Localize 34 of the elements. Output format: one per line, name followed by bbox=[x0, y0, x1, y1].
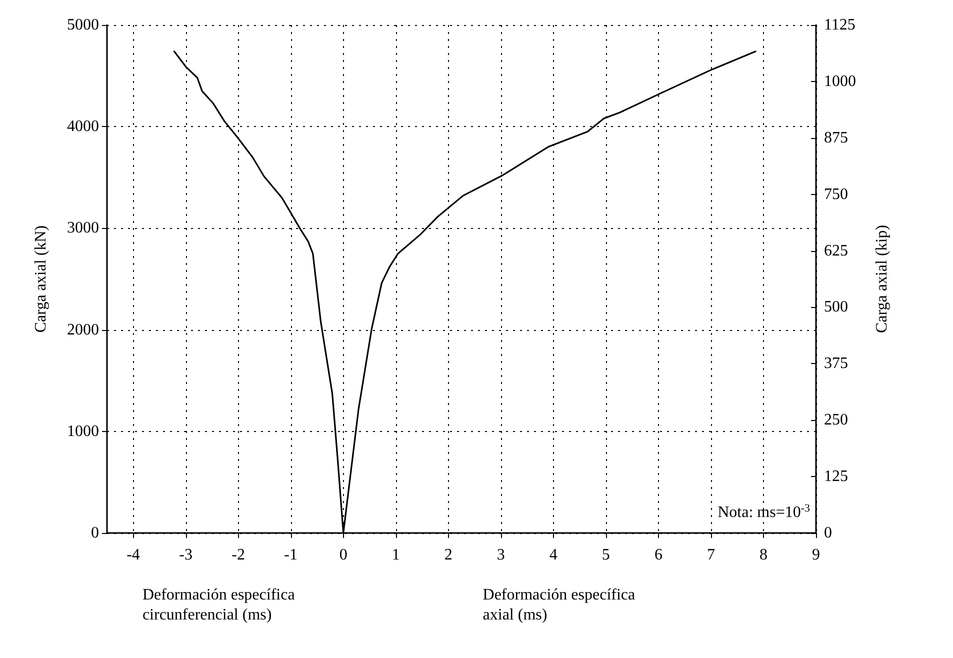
x-tick-label: 6 bbox=[654, 546, 662, 564]
y2-tick-label: 750 bbox=[824, 186, 848, 203]
x-tick-label: -3 bbox=[179, 546, 192, 564]
x-tick-label: 2 bbox=[444, 546, 452, 564]
y2-tick-label: 500 bbox=[824, 298, 848, 316]
x-tick-label: 9 bbox=[812, 546, 820, 564]
y-tick-label: 1000 bbox=[67, 422, 99, 440]
x-tick-label: 1 bbox=[392, 546, 400, 564]
y2-tick-label: 375 bbox=[824, 355, 848, 372]
y2-tick-label: 875 bbox=[824, 129, 848, 146]
x-tick-label: 0 bbox=[339, 546, 348, 564]
y2-tick-label: 125 bbox=[824, 468, 848, 486]
y-axis-title: Carga axial (kN) bbox=[32, 225, 50, 333]
y-tick-label: 4000 bbox=[67, 118, 99, 136]
y2-tick-label: 0 bbox=[824, 524, 832, 542]
y2-tick-label: 250 bbox=[824, 412, 848, 429]
x-tick-label: -2 bbox=[232, 546, 245, 564]
y-tick-label: 2000 bbox=[67, 321, 99, 338]
x-tick-label: 8 bbox=[759, 546, 768, 564]
x-tick-label: 7 bbox=[706, 546, 715, 564]
x-tick-label: 3 bbox=[496, 546, 505, 564]
text: Deformación específica axial (ms) bbox=[482, 586, 640, 624]
y2-tick-label: 1125 bbox=[824, 16, 856, 34]
y-tick-label: 3000 bbox=[67, 220, 99, 237]
text: Deformación específica circunferencial (ms) bbox=[142, 586, 299, 624]
y2-tick-label: 625 bbox=[824, 242, 848, 260]
x-tick-label: 5 bbox=[602, 546, 610, 564]
y2-tick-label: 1000 bbox=[824, 72, 856, 90]
x-tick-label: -1 bbox=[284, 546, 298, 564]
y2-axis-title: Carga axial (kip) bbox=[874, 224, 890, 334]
y-tick-label: 5000 bbox=[67, 16, 99, 34]
y-tick-label: 0 bbox=[91, 524, 99, 542]
x-tick-label: 4 bbox=[549, 546, 558, 564]
x-tick-label: -4 bbox=[126, 546, 140, 564]
